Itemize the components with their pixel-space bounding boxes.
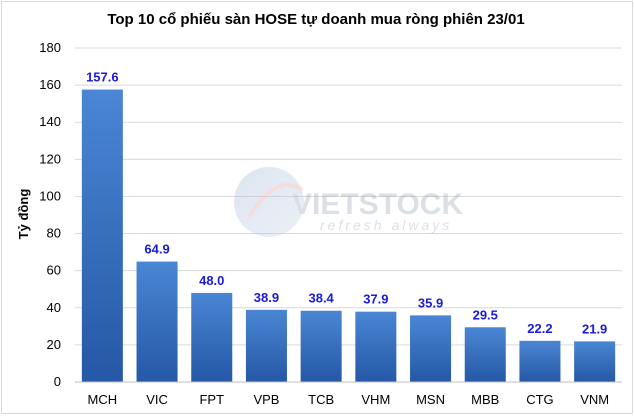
x-tick-label: VPB (253, 392, 279, 407)
x-tick-label: FPT (199, 392, 224, 407)
x-tick-label: VNM (580, 392, 609, 407)
x-tick-label: VHM (361, 392, 390, 407)
y-axis-label: Tỷ đồng (16, 189, 31, 240)
data-label: 157.6 (86, 70, 119, 85)
data-label: 22.2 (527, 321, 552, 336)
y-tick-label: 140 (39, 114, 61, 129)
bar-msn (410, 315, 452, 382)
watermark-tagline: refresh always (320, 217, 452, 233)
x-tick-label: MBB (471, 392, 499, 407)
y-tick-label: 80 (47, 226, 61, 241)
y-tick-label: 0 (54, 374, 61, 389)
data-label: 38.9 (254, 290, 279, 305)
y-axis-ticks: 0 20 40 60 80 100 120 140 160 180 (39, 40, 61, 389)
bars (81, 89, 616, 382)
bar-vpb (245, 309, 287, 382)
y-tick-label: 100 (39, 188, 61, 203)
data-label: 38.4 (308, 291, 334, 306)
data-labels: 157.6 64.9 48.0 38.9 38.4 37.9 35.9 29.5 22.2 21.… (86, 70, 607, 337)
bar-fpt (191, 292, 233, 382)
bar-chart: Top 10 cổ phiếu sàn HOSE tự doanh mua rò… (16, 11, 622, 407)
data-label: 29.5 (473, 307, 498, 322)
y-tick-label: 120 (39, 151, 61, 166)
data-label: 64.9 (144, 242, 169, 257)
y-tick-label: 20 (47, 337, 61, 352)
y-tick-label: 180 (39, 40, 61, 55)
y-tick-label: 60 (47, 263, 61, 278)
y-tick-label: 40 (47, 300, 61, 315)
bar-vhm (355, 311, 397, 382)
watermark-logo: VIETSTOCK refresh always (234, 167, 463, 237)
x-axis-ticks: MCH VIC FPT VPB TCB VHM MSN MBB CTG VNM (88, 392, 610, 407)
x-tick-label: MSN (416, 392, 445, 407)
data-label: 37.9 (363, 292, 388, 307)
x-tick-label: TCB (308, 392, 334, 407)
chart-title: Top 10 cổ phiếu sàn HOSE tự doanh mua rò… (107, 11, 524, 28)
data-label: 21.9 (582, 321, 607, 336)
bar-vic (136, 261, 178, 382)
y-tick-label: 160 (39, 77, 61, 92)
x-tick-label: VIC (146, 392, 168, 407)
x-tick-label: CTG (526, 392, 553, 407)
bar-tcb (300, 310, 342, 382)
x-tick-label: MCH (88, 392, 118, 407)
data-label: 35.9 (418, 295, 443, 310)
bar-ctg (519, 340, 561, 382)
watermark-brand: VIETSTOCK (292, 188, 463, 221)
bar-vnm (574, 341, 616, 382)
bar-mbb (464, 327, 506, 382)
data-label: 48.0 (199, 273, 224, 288)
bar-mch (81, 89, 123, 382)
globe-icon (234, 167, 304, 237)
